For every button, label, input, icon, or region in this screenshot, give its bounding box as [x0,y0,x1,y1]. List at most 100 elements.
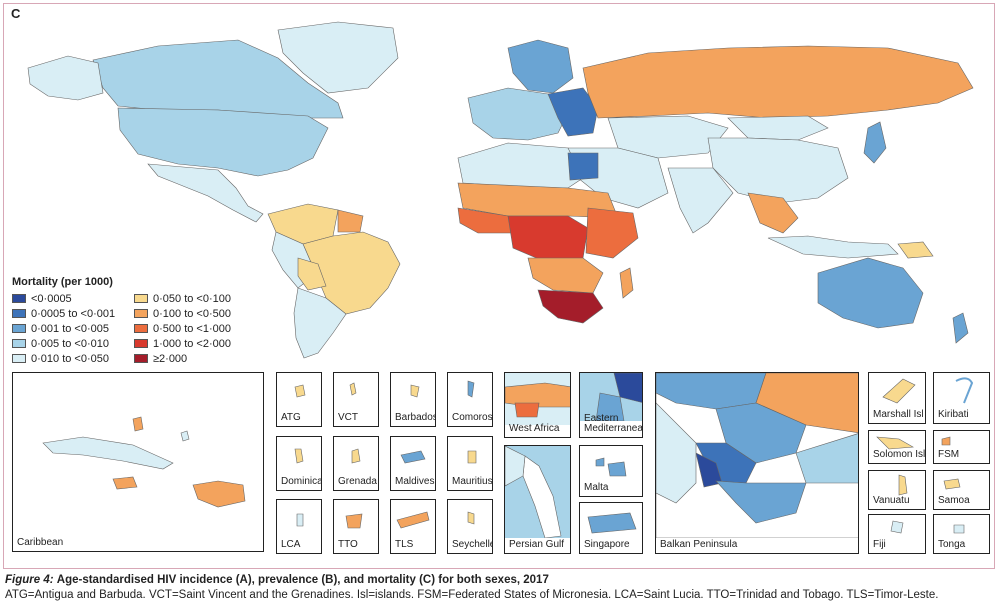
region-usa [117,107,329,177]
legend-title: Mortality (per 1000) [12,276,113,288]
inset-eastern-med: Eastern Mediterranean [579,372,643,438]
region-scandinavia [507,39,574,94]
legend-label: 0·010 to <0·050 [31,352,109,365]
inset-label: TLS [395,539,414,550]
inset-dominica: Dominica [276,436,322,491]
inset-label: LCA [281,539,301,550]
panel-letter: C [11,6,21,21]
legend-swatch [134,294,148,303]
figure-title-text: Age-standardised HIV incidence (A), prev… [56,574,549,586]
legend-swatch [134,339,148,348]
inset-label: Seychelles [452,539,492,550]
region-png [897,241,934,259]
inset-marshall: Marshall Isl [868,372,926,424]
inset-label: TTO [338,539,358,550]
inset-caribbean: Caribbean [12,372,264,552]
legend-item: ≥2·000 [134,352,264,365]
legend-swatch [134,324,148,333]
figure-caption: Figure 4: Age-standardised HIV incidence… [5,573,995,603]
inset-label: Comoros [452,412,493,423]
legend-label: <0·0005 [31,292,72,305]
legend-label: 0·500 to <1·000 [153,322,231,335]
legend-item: 0·050 to <0·100 [134,292,264,305]
figure-label: Figure 4: [5,574,54,586]
figure-title: Age-standardised HIV incidence (A), prev… [57,574,549,586]
legend-item: 0·0005 to <0·001 [12,307,134,320]
legend-swatch [134,354,148,363]
inset-label: Caribbean [17,537,64,548]
region-north-africa [457,142,584,189]
legend-item: 0·005 to <0·010 [12,337,134,350]
inset-seychelles: Seychelles [447,499,493,554]
legend-label: 0·100 to <0·500 [153,307,231,320]
inset-solomon: Solomon Isl [868,430,926,464]
region-angola-zambia [527,257,604,294]
inset-lca: LCA [276,499,322,554]
legend-item: 0·500 to <1·000 [134,322,264,335]
region-se-asia [747,192,799,234]
region-china [707,137,849,204]
inset-label: Balkan Peninsula [660,539,738,550]
region-madagascar [619,267,634,299]
region-west-africa [457,207,514,234]
legend-item: 0·010 to <0·050 [12,352,134,365]
legend-swatch [12,324,26,333]
inset-comoros: Comoros [447,372,493,427]
inset-fiji: Fiji [868,514,926,554]
region-new-zealand [952,312,969,344]
legend-label: 0·005 to <0·010 [31,337,109,350]
region-australia [817,257,924,329]
inset-label: Dominica [281,476,322,487]
legend-swatch [12,354,26,363]
region-greenland [277,21,399,94]
inset-label: Mauritius [452,476,493,487]
region-eastern-europe [547,87,599,137]
inset-singapore: Singapore [579,502,643,554]
region-western-europe [467,87,569,141]
inset-label: Fiji [873,539,886,550]
inset-label: Eastern Mediterranean [584,413,643,434]
inset-label: Tonga [938,539,966,550]
inset-label: Malta [584,482,609,493]
region-central-africa [507,215,589,264]
inset-label: Singapore [584,539,630,550]
inset-label: Barbados [395,412,436,423]
region-bolivia [297,257,327,291]
region-alaska [27,55,104,101]
inset-persian-gulf: Persian Gulf [504,445,571,554]
inset-kiribati: Kiribati [933,372,990,424]
inset-mauritius: Mauritius [447,436,493,491]
region-brazil [302,231,401,315]
inset-label: Vanuatu [873,495,910,506]
region-east-africa [585,207,639,259]
legend-item: 1·000 to <2·000 [134,337,264,350]
region-japan [863,121,887,164]
inset-malta: Malta [579,445,643,497]
legend-item: 0·100 to <0·500 [134,307,264,320]
caption-title-line: Figure 4: Age-standardised HIV incidence… [5,573,995,588]
inset-label: West Africa [509,423,560,434]
inset-vct: VCT [333,372,379,427]
region-india [667,167,734,234]
inset-caribbean-map [42,416,246,508]
inset-label: FSM [938,449,960,460]
inset-label: Solomon Isl [873,449,926,460]
legend-label: 0·0005 to <0·001 [31,307,116,320]
map-legend: Mortality (per 1000) <0·0005 0·050 to <0… [12,276,264,365]
inset-fsm: FSM [933,430,990,464]
legend-swatch [134,309,148,318]
legend-swatch [12,339,26,348]
legend-label: 0·050 to <0·100 [153,292,231,305]
inset-label: Maldives [395,476,435,487]
caption-abbreviations: ATG=Antigua and Barbuda. VCT=Saint Vince… [5,589,939,601]
figure-frame [3,3,995,569]
inset-tonga: Tonga [933,514,990,554]
inset-west-africa: West Africa [504,372,571,438]
inset-label: Marshall Isl [873,409,924,420]
region-argentina-chile [293,287,347,359]
inset-samoa: Samoa [933,470,990,510]
inset-balkan: Balkan Peninsula [655,372,859,554]
legend-item: 0·001 to <0·005 [12,322,134,335]
inset-label: Persian Gulf [509,539,565,550]
inset-tto: TTO [333,499,379,554]
